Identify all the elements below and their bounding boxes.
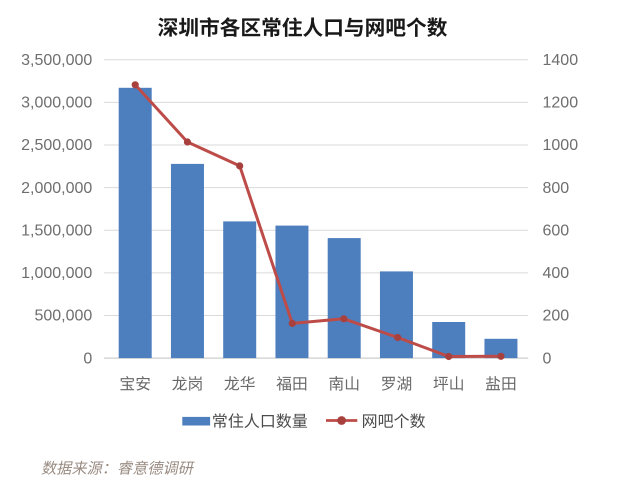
svg-text:1200: 1200: [543, 95, 579, 112]
svg-text:1400: 1400: [543, 52, 579, 69]
svg-text:1,000,000: 1,000,000: [21, 265, 92, 282]
svg-text:1000: 1000: [543, 137, 579, 154]
svg-text:3,000,000: 3,000,000: [21, 95, 92, 112]
svg-text:0: 0: [543, 350, 552, 367]
svg-text:400: 400: [543, 265, 570, 282]
svg-text:0: 0: [83, 350, 92, 367]
svg-text:200: 200: [543, 308, 570, 325]
svg-text:2,500,000: 2,500,000: [21, 137, 92, 154]
svg-text:600: 600: [543, 222, 570, 239]
svg-text:500,000: 500,000: [34, 308, 92, 325]
svg-text:1,500,000: 1,500,000: [21, 222, 92, 239]
svg-text:3,500,000: 3,500,000: [21, 52, 92, 69]
svg-text:800: 800: [543, 180, 570, 197]
svg-text:2,000,000: 2,000,000: [21, 180, 92, 197]
